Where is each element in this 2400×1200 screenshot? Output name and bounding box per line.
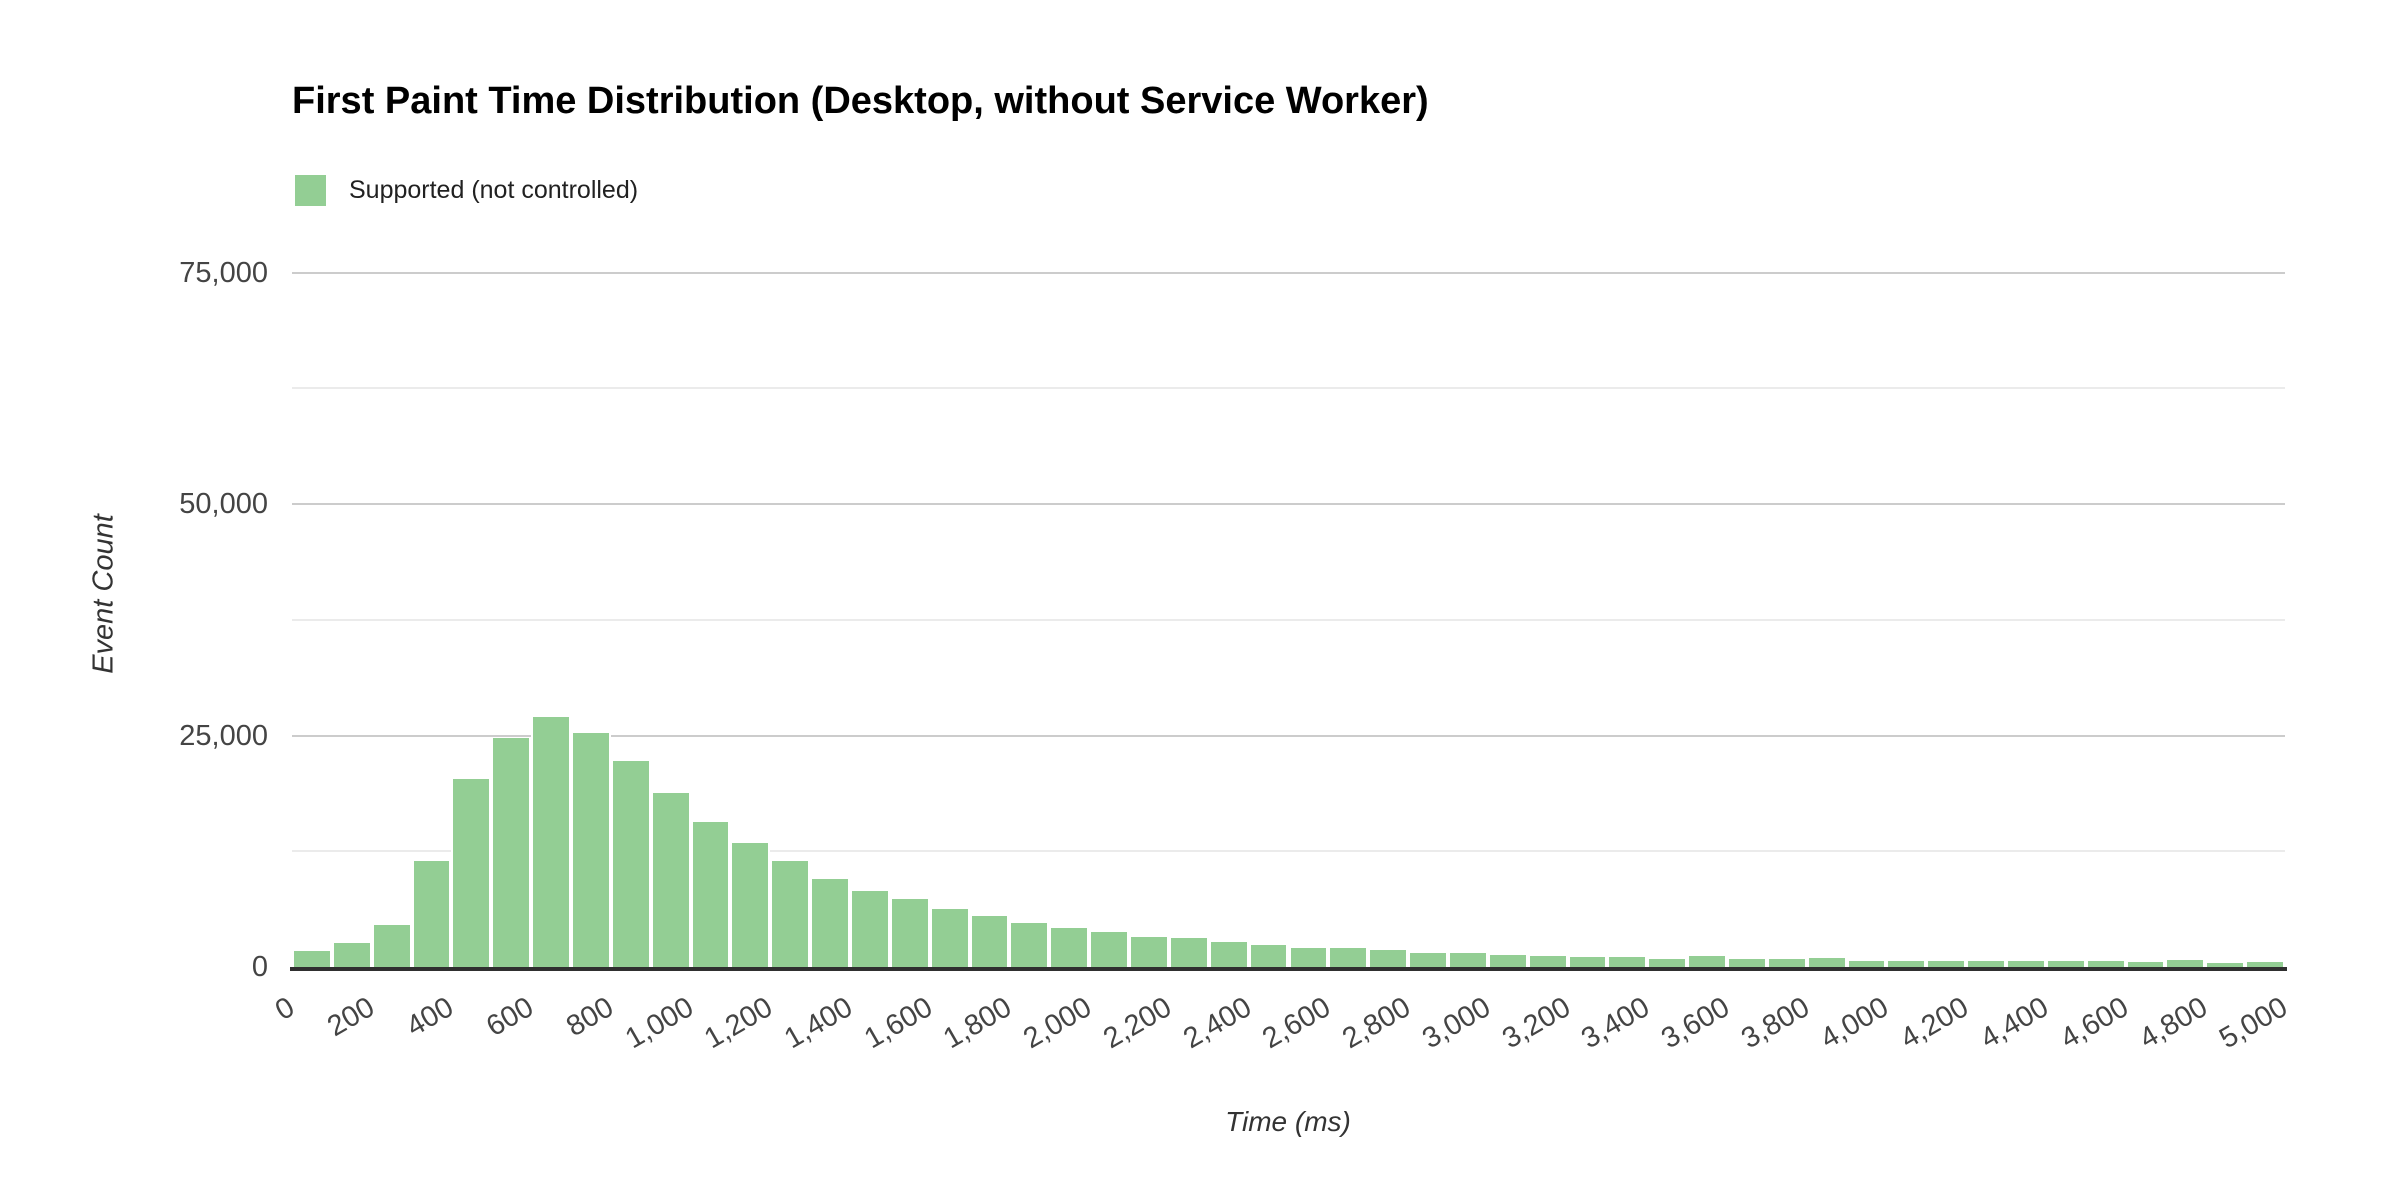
histogram-bar[interactable] [571, 732, 611, 967]
histogram-bar[interactable] [1009, 923, 1050, 967]
y-tick-label: 25,000 [179, 719, 268, 752]
x-axis-baseline [290, 967, 2287, 971]
histogram-bar[interactable] [2205, 962, 2246, 967]
histogram-bar[interactable] [1208, 942, 1249, 967]
histogram-bar[interactable] [1248, 944, 1289, 967]
histogram-bar[interactable] [2045, 960, 2086, 967]
histogram-bar[interactable] [292, 951, 332, 967]
histogram-bar[interactable] [1129, 937, 1169, 967]
gridline-major [292, 503, 2285, 505]
gridline-major [292, 271, 2285, 274]
histogram-bar[interactable] [1049, 928, 1090, 967]
histogram-bar[interactable] [371, 925, 412, 967]
histogram-bar[interactable] [770, 860, 811, 967]
y-tick-label: 50,000 [179, 488, 268, 520]
histogram-bar[interactable] [1368, 950, 1409, 967]
histogram-bar[interactable] [1328, 948, 1369, 967]
histogram-bar[interactable] [1288, 948, 1329, 967]
histogram-bar[interactable] [1766, 958, 1807, 967]
histogram-bar[interactable] [2245, 961, 2285, 967]
histogram-bar[interactable] [491, 738, 532, 967]
x-axis: 0 200 400 600 800 1,000 1,200 1,400 1,600 1,800 2,… [270, 967, 2293, 1057]
histogram-bar[interactable] [1687, 955, 1727, 967]
y-tick-label: 0 [251, 951, 268, 983]
histogram-bar[interactable] [1726, 958, 1767, 967]
histogram-bar[interactable] [1886, 960, 1927, 967]
histogram-bar[interactable] [1487, 954, 1528, 967]
plot-area: 0 25,000 50,000 75,000 [179, 240, 2287, 983]
histogram-bar[interactable] [1846, 960, 1887, 967]
histogram-bar[interactable] [929, 908, 970, 967]
histogram-bar[interactable] [451, 779, 492, 967]
histogram-bar[interactable] [1647, 958, 1688, 967]
gridline-minor [292, 618, 2285, 621]
histogram-bar[interactable] [1408, 953, 1448, 967]
y-tick-label: 75,000 [179, 256, 268, 289]
histogram-bar[interactable] [2085, 960, 2126, 967]
histogram-bar[interactable] [969, 916, 1010, 967]
legend-label: Supported (not controlled) [349, 176, 639, 204]
histogram-bar[interactable] [650, 792, 691, 967]
chart-title: First Paint Time Distribution (Desktop, … [292, 80, 1429, 122]
x-axis-title: Time (ms) [1225, 1106, 1351, 1137]
histogram-bar[interactable] [331, 942, 372, 967]
histogram-bar[interactable] [730, 842, 771, 967]
histogram-bar[interactable] [690, 821, 731, 967]
gridline-major [292, 734, 2285, 737]
histogram-bar[interactable] [1527, 955, 1568, 967]
histogram-bar[interactable] [889, 899, 930, 967]
histogram-bar[interactable] [1806, 957, 1847, 967]
histogram-bar[interactable] [1447, 953, 1488, 967]
histogram-bar[interactable] [1607, 956, 1648, 967]
histogram-bar[interactable] [1926, 960, 1967, 967]
histogram-bar[interactable] [810, 879, 851, 967]
histogram-bar[interactable] [2005, 960, 2046, 967]
histogram-bar[interactable] [531, 716, 572, 967]
gridline-minor [292, 850, 2285, 853]
histogram-bar[interactable] [1089, 931, 1130, 967]
histogram-bar[interactable] [1567, 956, 1608, 967]
histogram-bar[interactable] [2125, 962, 2166, 967]
histogram-bar[interactable] [1168, 938, 1209, 967]
histogram-bar[interactable] [411, 861, 452, 967]
histogram-bar[interactable] [850, 891, 890, 967]
histogram-bar[interactable] [2165, 959, 2206, 967]
histogram-bar[interactable] [610, 760, 651, 967]
gridline-minor [292, 387, 2285, 390]
legend-swatch-icon [295, 175, 326, 206]
y-axis-title: Event Count [87, 514, 120, 674]
histogram-bar[interactable] [1966, 960, 2006, 967]
